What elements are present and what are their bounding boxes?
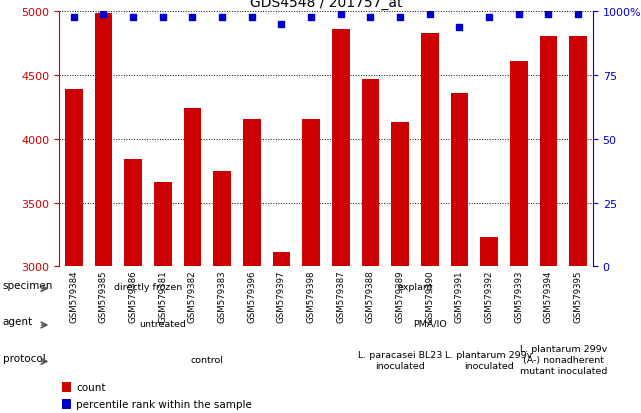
Bar [154, 183, 172, 267]
Bar [65, 90, 83, 267]
Point [544, 12, 554, 18]
Point [424, 12, 435, 18]
Point [395, 14, 405, 21]
Point [336, 12, 346, 18]
Point [128, 14, 138, 21]
Title: GDS4548 / 201757_at: GDS4548 / 201757_at [250, 0, 402, 10]
Point [484, 14, 494, 21]
Bar [272, 253, 290, 267]
Text: count: count [76, 382, 106, 392]
Text: explant: explant [397, 282, 433, 292]
Text: PMA/IO: PMA/IO [413, 319, 447, 328]
Point [513, 12, 524, 18]
Bar [62, 399, 71, 409]
Bar [451, 94, 469, 267]
Text: untreated: untreated [139, 319, 187, 328]
Point [217, 14, 228, 21]
Point [187, 14, 197, 21]
Bar [540, 37, 557, 267]
Bar [302, 119, 320, 267]
Bar [332, 30, 350, 267]
Point [158, 14, 168, 21]
Point [69, 14, 79, 21]
Text: L. plantarum 299v
(A-) nonadherent
mutant inoculated: L. plantarum 299v (A-) nonadherent mutan… [520, 344, 607, 375]
Text: L. paracasei BL23
inoculated: L. paracasei BL23 inoculated [358, 350, 442, 370]
Text: L. plantarum 299v
inoculated: L. plantarum 299v inoculated [445, 350, 533, 370]
Bar [569, 37, 587, 267]
Bar [391, 123, 409, 267]
Text: percentile rank within the sample: percentile rank within the sample [76, 399, 252, 409]
Bar [362, 80, 379, 267]
Bar [480, 237, 498, 267]
Bar [510, 62, 528, 267]
Point [454, 24, 465, 31]
Bar [183, 109, 201, 267]
Text: agent: agent [3, 317, 33, 327]
Text: directly frozen: directly frozen [114, 282, 182, 292]
Text: specimen: specimen [3, 280, 53, 290]
Bar [62, 382, 71, 392]
Point [365, 14, 376, 21]
Bar [124, 160, 142, 267]
Point [573, 12, 583, 18]
Bar [213, 171, 231, 267]
Point [98, 12, 108, 18]
Point [247, 14, 257, 21]
Bar [421, 34, 438, 267]
Point [306, 14, 316, 21]
Point [276, 22, 287, 28]
Bar [95, 14, 112, 267]
Text: protocol: protocol [3, 353, 46, 363]
Bar [243, 119, 261, 267]
Text: control: control [191, 355, 224, 364]
